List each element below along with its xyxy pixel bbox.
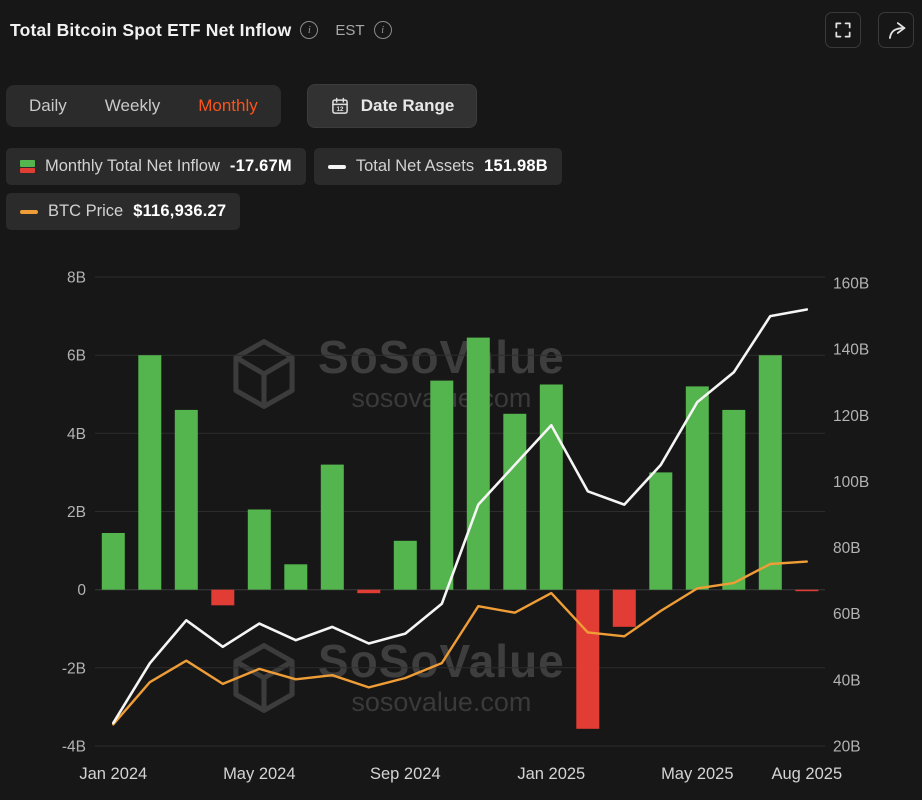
svg-text:2B: 2B xyxy=(67,504,86,521)
white-line-icon xyxy=(327,164,346,169)
svg-text:20B: 20B xyxy=(833,739,861,756)
legend-value: 151.98B xyxy=(484,157,548,175)
axis-labels: 8B 6B 4B 2B 0 -2B -4B 160B 140B 120B 100B 80B 60B 40B… xyxy=(62,270,869,784)
controls-row: Daily Weekly Monthly 12 Date Range xyxy=(6,84,478,128)
title-info-icon[interactable]: i xyxy=(300,21,319,39)
tab-weekly[interactable]: Weekly xyxy=(104,96,161,115)
legend-row-2: BTC Price $116,936.27 xyxy=(6,193,241,230)
legend-label: Monthly Total Net Inflow xyxy=(45,157,220,175)
fullscreen-button[interactable] xyxy=(825,12,861,48)
page-title: Total Bitcoin Spot ETF Net Inflow xyxy=(10,19,292,40)
legend-label: BTC Price xyxy=(48,202,124,220)
legend-row-1: Monthly Total Net Inflow -17.67M Total N… xyxy=(6,148,562,185)
legend-item-net-inflow[interactable]: Monthly Total Net Inflow -17.67M xyxy=(6,148,306,185)
chart-area: SoSoValue sosovalue.com SoSoValue sosova… xyxy=(0,245,922,800)
svg-text:Sep 2024: Sep 2024 xyxy=(370,765,441,783)
svg-text:8B: 8B xyxy=(67,270,86,287)
svg-text:May 2025: May 2025 xyxy=(661,765,733,783)
calendar-icon: 12 xyxy=(331,97,348,114)
timezone-info-icon[interactable]: i xyxy=(373,21,392,39)
date-range-label: Date Range xyxy=(360,96,455,115)
legend-value: -17.67M xyxy=(229,157,292,175)
legend-label: Total Net Assets xyxy=(355,157,475,175)
interval-tabs: Daily Weekly Monthly xyxy=(6,85,281,127)
btc-price-line xyxy=(112,560,808,726)
legend-item-btc-price[interactable]: BTC Price $116,936.27 xyxy=(6,193,241,230)
net-assets-line xyxy=(112,308,809,725)
share-icon xyxy=(888,21,905,39)
svg-text:60B: 60B xyxy=(833,606,861,623)
svg-text:Jan 2025: Jan 2025 xyxy=(517,765,585,783)
svg-text:40B: 40B xyxy=(833,672,861,689)
svg-text:0: 0 xyxy=(77,582,86,599)
svg-text:140B: 140B xyxy=(833,342,869,359)
tab-monthly[interactable]: Monthly xyxy=(198,96,258,115)
svg-text:-4B: -4B xyxy=(62,739,86,756)
svg-text:120B: 120B xyxy=(833,408,869,425)
chart-canvas[interactable]: 8B 6B 4B 2B 0 -2B -4B 160B 140B 120B 100B 80B 60B 40B… xyxy=(0,245,922,800)
svg-text:12: 12 xyxy=(336,106,343,113)
inflow-bars xyxy=(101,337,819,729)
svg-text:May 2024: May 2024 xyxy=(223,765,295,783)
svg-text:-2B: -2B xyxy=(62,660,86,677)
legend-value: $116,936.27 xyxy=(133,202,227,220)
gridlines xyxy=(95,276,825,747)
date-range-button[interactable]: 12 Date Range xyxy=(306,84,478,128)
share-button[interactable] xyxy=(878,12,914,48)
svg-text:Aug 2025: Aug 2025 xyxy=(771,765,842,783)
timezone-label: EST xyxy=(335,21,365,39)
svg-text:160B: 160B xyxy=(833,276,869,293)
svg-text:Jan 2024: Jan 2024 xyxy=(79,765,147,783)
header: Total Bitcoin Spot ETF Net Inflow i EST … xyxy=(10,12,914,48)
legend-item-net-assets[interactable]: Total Net Assets 151.98B xyxy=(313,148,562,185)
svg-text:4B: 4B xyxy=(67,426,86,443)
svg-text:80B: 80B xyxy=(833,540,861,557)
fullscreen-icon xyxy=(835,22,851,38)
tab-daily[interactable]: Daily xyxy=(29,96,67,115)
bar-series-icon xyxy=(20,160,35,173)
svg-text:100B: 100B xyxy=(833,474,869,491)
orange-line-icon xyxy=(20,209,38,214)
svg-text:6B: 6B xyxy=(67,348,86,365)
